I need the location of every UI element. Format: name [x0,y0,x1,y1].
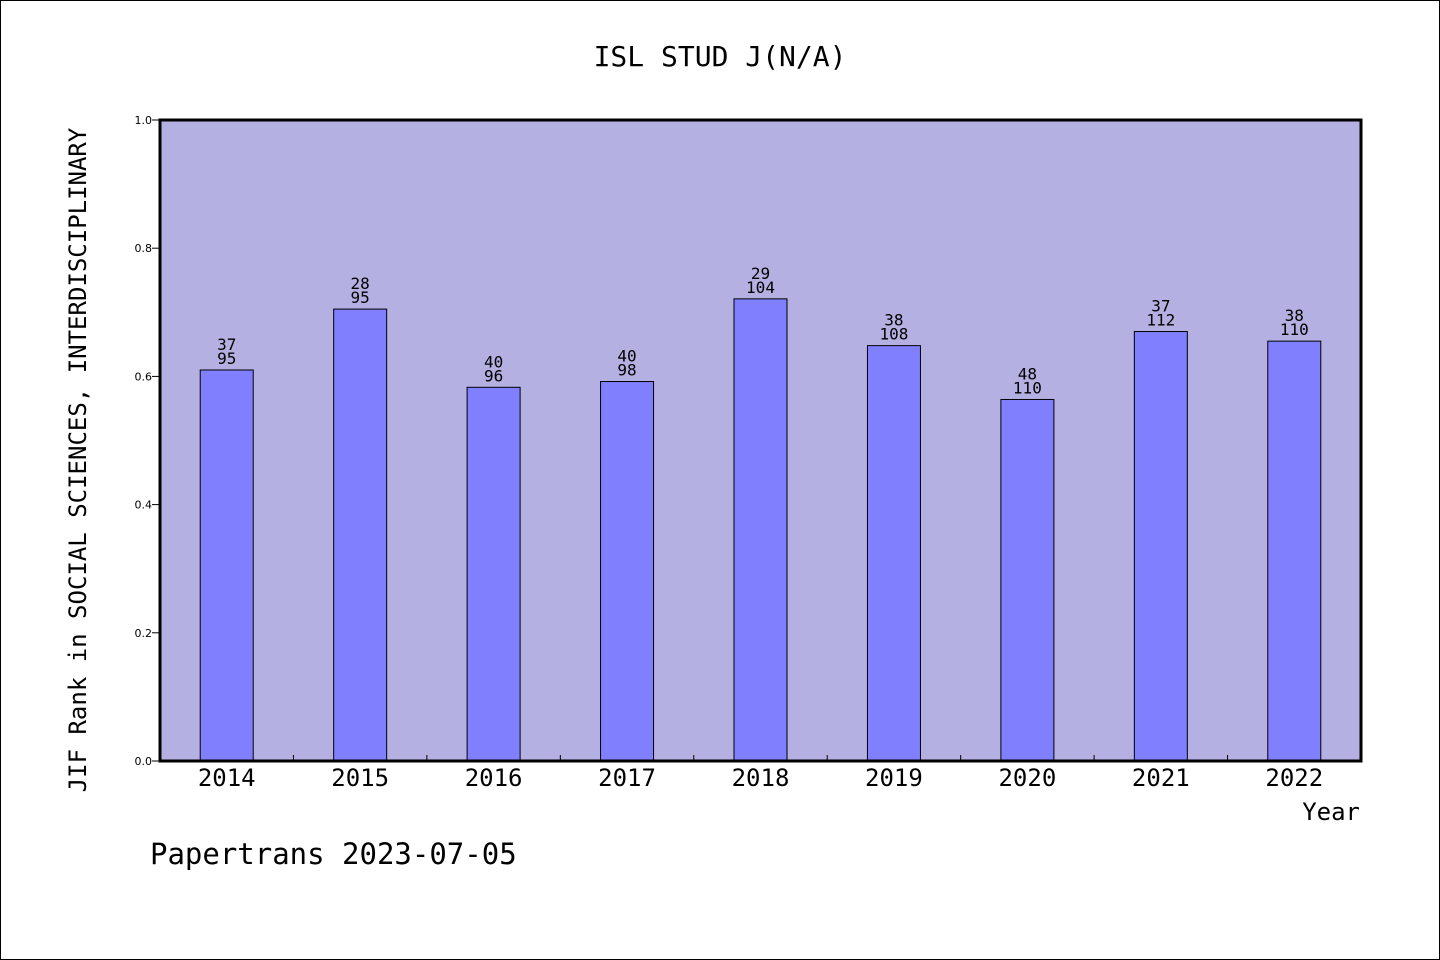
y-axis: 0.0 0.2 0.4 0.6 0.8 1.0 [135,114,160,768]
bar [1000,398,1055,762]
bar-total-label: 108 [879,325,908,344]
x-tick-label: 2021 [1132,764,1190,792]
bar-rank-label: 37 [217,335,236,354]
x-tick-label: 2014 [198,764,256,792]
plot-border [158,118,1363,763]
bar-total-label: 95 [351,288,370,307]
x-axis-label: Year [1302,798,1360,826]
bar-total-label: 110 [1280,320,1309,339]
x-tick-label: 2017 [598,764,656,792]
bar-rank-label: 40 [484,352,503,371]
bar-rank-label: 29 [751,264,770,283]
y-tick-label: 0.4 [135,499,153,512]
y-axis-label: JIF Rank in SOCIAL SCIENCES, INTERDISCIP… [64,127,92,792]
bar-total-label: 110 [1013,378,1042,397]
bar-total-label: 104 [746,278,775,297]
bar-total-label: 112 [1146,311,1175,330]
bar [1133,331,1188,762]
y-tick-label: 0.2 [135,627,153,640]
bar-total-label: 98 [617,361,636,380]
y-tick-label: 1.0 [135,114,153,127]
x-tick-label: 2020 [998,764,1056,792]
bar-rank-label: 28 [351,274,370,293]
x-tick-label: 2016 [465,764,523,792]
bar [733,298,788,762]
bar [199,369,254,762]
chart-title: ISL STUD J(N/A) [594,40,847,73]
bar [600,381,655,762]
bar [866,345,921,762]
bar-rank-label: 40 [617,347,636,366]
bar-rank-label: 38 [1285,306,1304,325]
bar [1267,340,1322,762]
bar-total-label: 95 [217,349,236,368]
y-tick-label: 0.6 [135,370,153,383]
bars-group [199,298,1322,762]
bar-rank-label: 37 [1151,297,1170,316]
bar [466,386,521,762]
x-tick-label: 2022 [1265,764,1323,792]
x-tick-label: 2015 [331,764,389,792]
bar [333,308,388,762]
bar-rank-label: 38 [884,311,903,330]
x-tick-label: 2019 [865,764,923,792]
footer-credit: Papertrans 2023-07-05 [150,837,517,871]
y-tick-label: 0.8 [135,242,153,255]
y-tick-label: 0.0 [135,755,153,768]
bar-total-label: 96 [484,366,503,385]
bar-rank-label: 48 [1018,364,1037,383]
x-axis: 2014 2015 2016 2017 2018 2019 2020 2021 2022 [198,755,1323,792]
x-tick-label: 2018 [732,764,790,792]
